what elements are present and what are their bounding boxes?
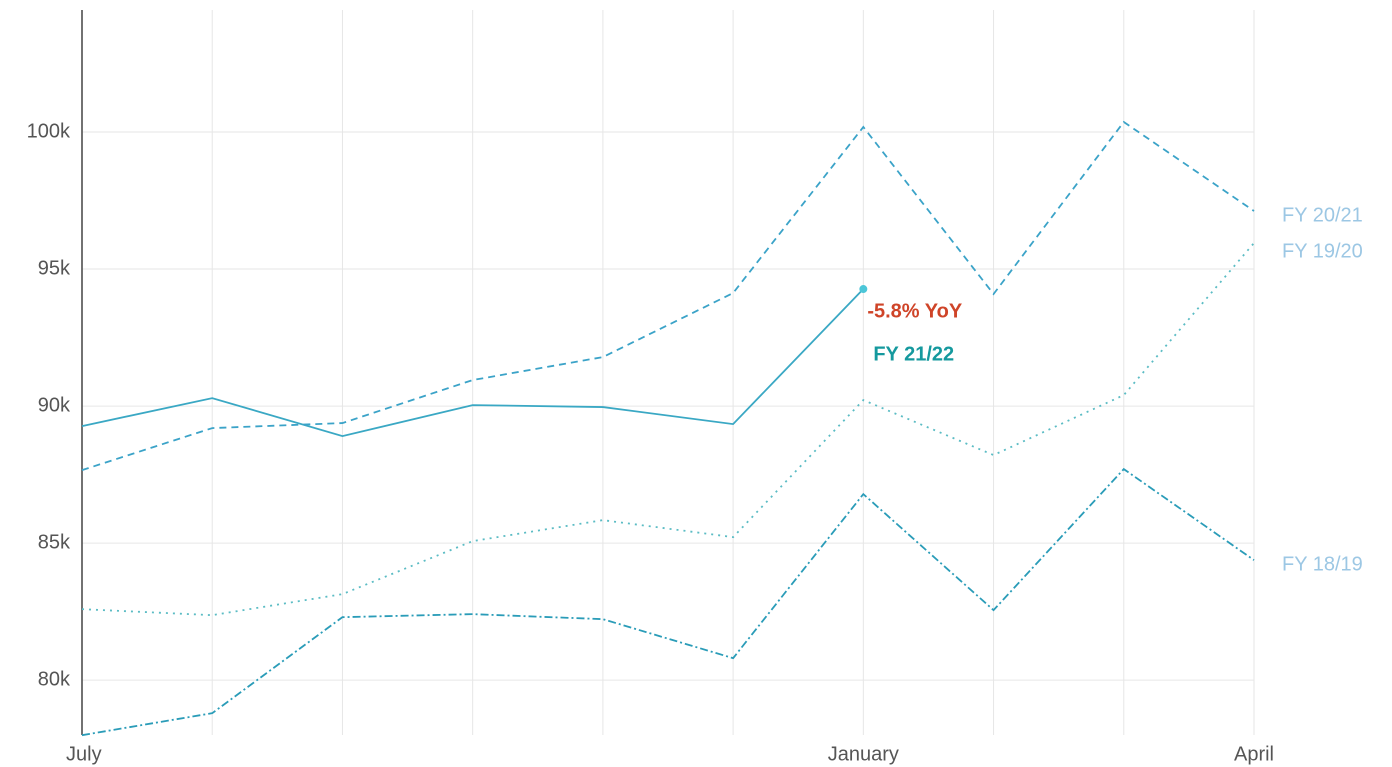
y-tick-label: 90k [38,394,71,416]
series-line [81,467,1255,737]
series-label: FY 21/22 [873,343,954,365]
x-tick-label: July [66,743,102,765]
y-tick-label: 95k [38,257,71,279]
series-label: FY 18/19 [1282,553,1363,575]
series-line [81,120,1255,471]
end-marker [859,285,868,294]
x-tick-label: January [828,743,899,765]
series-label: FY 19/20 [1282,240,1363,262]
x-tick-label: April [1234,743,1274,765]
y-tick-label: 100k [27,120,71,142]
y-tick-label: 85k [38,531,71,553]
series-line [81,242,1255,617]
series-label: FY 20/21 [1282,204,1363,226]
y-tick-label: 80k [38,668,71,690]
annotation: -5.8% YoY [867,300,963,322]
series-line [81,288,864,438]
